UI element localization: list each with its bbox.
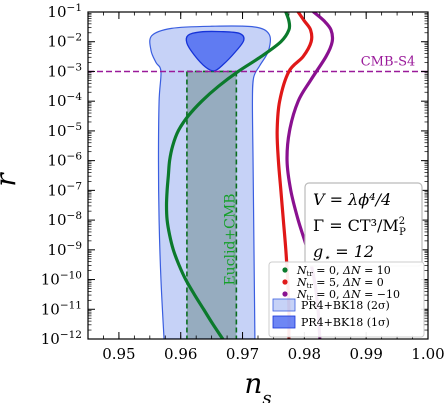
- x-tick-label-3: 0.97: [226, 345, 259, 363]
- legend-marker-series-2: [282, 279, 288, 285]
- x-tick-label-2: 0.96: [164, 345, 197, 363]
- y-tick-label-2: 10−2: [47, 32, 82, 51]
- x-axis-title: ns: [244, 367, 271, 403]
- y-tick-label-7: 10−7: [47, 180, 82, 199]
- y-tick-label-11: 10−11: [41, 299, 82, 318]
- legend-label-1sigma: PR4+BK18 (1σ): [301, 316, 390, 329]
- series-curve-1: [164, 12, 292, 339]
- legend-marker-series-1: [282, 267, 288, 273]
- x-tick-label-1: 0.95: [102, 345, 135, 363]
- y-tick-label-1: 10−1: [47, 2, 82, 21]
- x-tick-label-4: 0.98: [288, 345, 321, 363]
- y-tick-label-6: 10−6: [47, 151, 82, 170]
- legend-patch-2sigma: [272, 298, 296, 312]
- legend-patch-1sigma: [272, 315, 296, 329]
- x-tick-label-5: 0.99: [349, 345, 382, 363]
- y-tick-label-12: 10−12: [41, 329, 82, 348]
- legend-label-2sigma: PR4+BK18 (2σ): [301, 299, 390, 312]
- legend-label-series-2: Ntr = 5, ΔN = 0: [296, 276, 384, 290]
- model-potential: V = λϕ⁴/4: [313, 190, 391, 209]
- legend-box: [268, 261, 425, 338]
- y-tick-label-8: 10−8: [47, 210, 82, 229]
- contour-2sigma: [149, 25, 272, 339]
- euclid-band-label: Euclid+CMB: [223, 193, 239, 285]
- model-dissipation: Γ = CT³/M2 P: [313, 216, 406, 238]
- legend-label-series-3: Ntr = 0, ΔN = −10: [296, 288, 400, 302]
- model-dof: g⋆ = 12: [313, 242, 374, 264]
- cmb-s4-label: CMB-S4: [361, 54, 416, 69]
- y-tick-label-4: 10−4: [47, 91, 82, 110]
- y-axis-title: r: [0, 172, 22, 187]
- legend-marker-series-3: [282, 291, 288, 297]
- y-tick-label-9: 10−9: [47, 240, 82, 259]
- y-tick-label-3: 10−3: [47, 61, 82, 80]
- x-tick-label-6: 1.00: [411, 345, 444, 363]
- y-tick-label-10: 10−10: [41, 270, 82, 289]
- y-tick-label-5: 10−5: [47, 121, 82, 140]
- legend-label-series-1: Ntr = 0, ΔN = 10: [296, 264, 391, 278]
- contour-1sigma: [185, 30, 245, 72]
